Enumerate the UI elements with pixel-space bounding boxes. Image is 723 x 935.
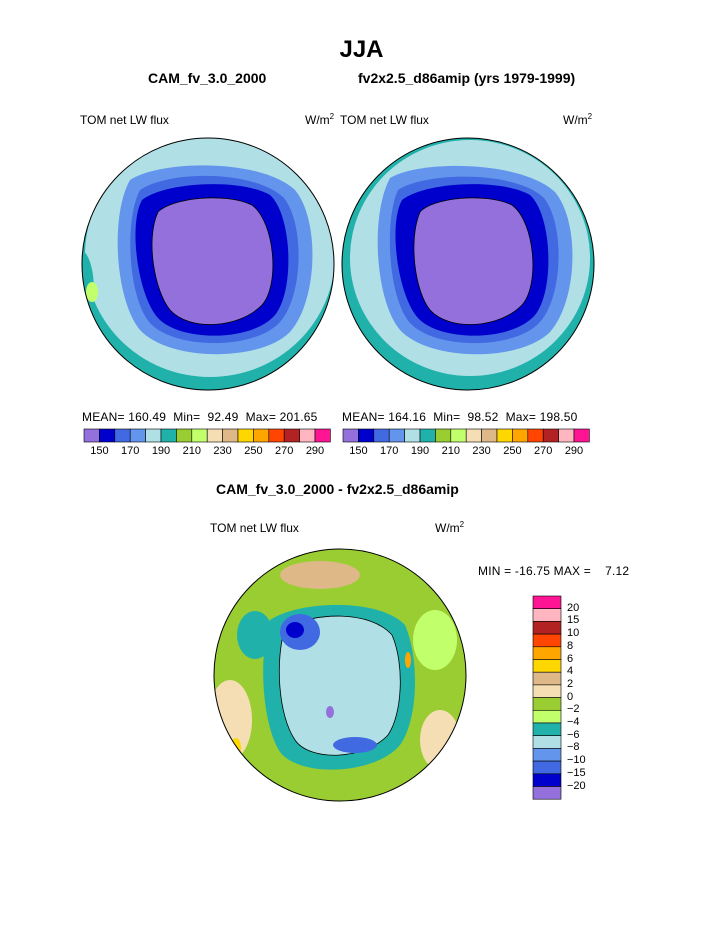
left-colorbar-tick-label: 250 — [244, 445, 263, 457]
left-colorbar-tick-label: 270 — [275, 445, 294, 457]
diff-colorbar-tick-label: −2 — [567, 703, 580, 716]
right-units-label: W/m2 — [563, 112, 593, 127]
left-colorbar-tick-label: 230 — [213, 445, 232, 457]
figure-title: JJA — [339, 36, 384, 63]
diff-colorbar-tick-label: 15 — [567, 614, 580, 627]
right-colorbar-tick-label: 270 — [534, 445, 553, 457]
left-colorbar-swatch — [129, 428, 146, 443]
diff-colorbar-swatch — [532, 595, 562, 609]
diff-colorbar-tick-label: −6 — [567, 728, 580, 741]
left-polar-map — [81, 137, 335, 391]
right-colorbar-swatch — [450, 428, 467, 443]
right-colorbar-tick-label: 210 — [441, 445, 460, 457]
right-polar-map — [341, 137, 595, 391]
right-colorbar-swatch — [573, 428, 590, 443]
diff-colorbar-swatch — [532, 684, 562, 698]
right-colorbar-tick-label: 290 — [564, 445, 584, 457]
diff-colorbar-swatch — [532, 671, 562, 686]
left-colorbar-swatch — [145, 428, 162, 443]
diff-colorbar-tick-label: 10 — [567, 627, 580, 640]
left-plot-title: CAM_fv_3.0_2000 — [148, 70, 267, 86]
left-colorbar-swatch — [253, 428, 270, 443]
right-plot-title: fv2x2.5_d86amip (yrs 1979-1999) — [358, 70, 576, 86]
right-colorbar-swatch — [342, 428, 359, 443]
right-colorbar-swatch — [404, 428, 421, 443]
diff-colorbar-swatch — [532, 659, 562, 673]
right-stats: MEAN= 164.16 Min= 98.52 Max= 198.50 — [342, 410, 578, 424]
left-colorbar-swatch — [299, 428, 316, 443]
left-units-label: W/m2 — [305, 112, 335, 127]
diff-colorbar-swatch — [532, 760, 562, 775]
diff-variable-label: TOM net LW flux — [210, 521, 299, 535]
diff-colorbar-tick-label: 2 — [567, 677, 574, 690]
right-colorbar-swatch — [542, 428, 559, 443]
diff-colorbar-swatch — [532, 646, 562, 660]
diff-colorbar-tick-label: −20 — [567, 779, 586, 792]
diff-colorbar-tick-label: −15 — [567, 766, 586, 779]
diff-colorbar-tick-label: 8 — [567, 639, 574, 652]
diff-colorbar — [532, 595, 562, 800]
right-colorbar-swatch — [481, 428, 498, 443]
left-colorbar-swatch — [160, 428, 177, 443]
right-colorbar-swatch — [419, 428, 436, 443]
diff-colorbar-tick-label: 0 — [567, 690, 574, 703]
diff-colorbar-swatch — [532, 722, 562, 736]
diff-colorbar-tick-label: 4 — [567, 665, 574, 678]
left-variable-label: TOM net LW flux — [80, 113, 169, 127]
left-colorbar-swatch — [191, 428, 208, 443]
left-colorbar-tick-label: 290 — [305, 445, 325, 457]
diff-colorbar-swatch — [532, 633, 562, 648]
right-colorbar-swatch — [496, 428, 513, 443]
left-colorbar-swatch — [314, 428, 331, 443]
left-colorbar-swatch — [283, 428, 300, 443]
left-colorbar-swatch — [83, 428, 100, 443]
right-colorbar-tick-label: 250 — [503, 445, 522, 457]
diff-colorbar-tick-label: −10 — [567, 754, 586, 767]
diff-colorbar-swatch — [532, 748, 562, 762]
left-colorbar-tick-label: 190 — [151, 445, 171, 457]
left-colorbar-swatch — [206, 428, 223, 443]
right-colorbar-swatch — [373, 428, 390, 443]
left-colorbar-tick-label: 210 — [182, 445, 201, 457]
diff-colorbar-swatch — [532, 697, 562, 711]
diff-colorbar-tick-label: −4 — [567, 716, 580, 728]
diff-colorbar-swatch — [532, 608, 562, 622]
right-colorbar-swatch — [527, 428, 544, 443]
right-colorbar-swatch — [512, 428, 529, 443]
right-colorbar — [342, 428, 590, 443]
diff-colorbar-swatch — [532, 773, 562, 787]
right-variable-label: TOM net LW flux — [340, 113, 429, 127]
right-colorbar-swatch — [558, 428, 575, 443]
right-colorbar-swatch — [465, 428, 482, 443]
right-colorbar-tick-label: 150 — [349, 445, 368, 457]
diff-stats: MIN = -16.75 MAX = 7.12 — [478, 564, 630, 578]
right-colorbar-tick-label: 230 — [472, 445, 491, 457]
diff-polar-map — [213, 548, 467, 802]
left-colorbar-swatch — [222, 428, 239, 443]
diff-colorbar-tick-label: 20 — [567, 601, 580, 614]
left-colorbar-swatch — [114, 428, 131, 443]
left-colorbar — [83, 428, 331, 443]
right-colorbar-tick-label: 190 — [410, 445, 430, 457]
right-colorbar-swatch — [388, 428, 405, 443]
left-colorbar-swatch — [99, 428, 116, 443]
diff-colorbar-swatch — [532, 786, 562, 800]
right-colorbar-swatch — [358, 428, 375, 443]
left-colorbar-swatch — [237, 428, 254, 443]
diff-colorbar-swatch — [532, 735, 562, 749]
diff-colorbar-tick-label: −8 — [567, 741, 580, 754]
diff-plot-title: CAM_fv_3.0_2000 - fv2x2.5_d86amip — [216, 481, 459, 497]
left-stats: MEAN= 160.49 Min= 92.49 Max= 201.65 — [82, 410, 318, 424]
diff-units-label: W/m2 — [435, 520, 465, 535]
diff-colorbar-swatch — [532, 621, 562, 635]
diff-colorbar-tick-label: 6 — [567, 652, 574, 665]
right-colorbar-tick-label: 170 — [380, 445, 399, 457]
left-colorbar-tick-label: 150 — [90, 445, 109, 457]
diff-colorbar-swatch — [532, 709, 562, 724]
right-colorbar-swatch — [435, 428, 452, 443]
left-colorbar-swatch — [268, 428, 285, 443]
left-colorbar-tick-label: 170 — [121, 445, 140, 457]
left-colorbar-swatch — [176, 428, 193, 443]
